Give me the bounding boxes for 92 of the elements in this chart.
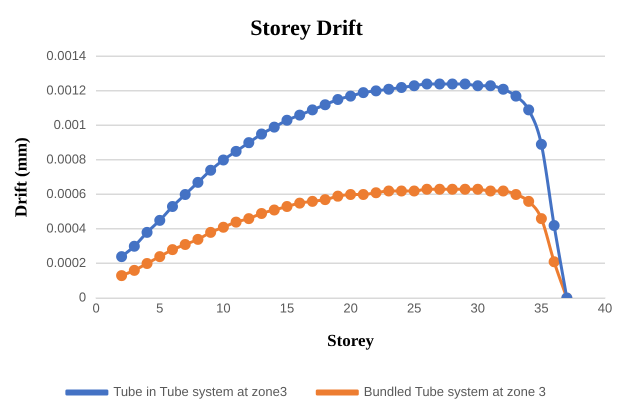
point bbox=[370, 85, 382, 96]
point bbox=[421, 184, 432, 195]
point bbox=[421, 78, 432, 90]
point bbox=[294, 198, 306, 209]
point bbox=[510, 90, 522, 102]
point bbox=[256, 208, 268, 219]
point bbox=[166, 244, 178, 256]
point bbox=[256, 128, 268, 140]
chart-title: Storey Drift bbox=[250, 14, 364, 40]
point bbox=[396, 186, 407, 197]
point bbox=[383, 84, 394, 95]
x-tick-label: 10 bbox=[216, 300, 231, 316]
point bbox=[332, 94, 344, 106]
x-axis-title: Storey bbox=[327, 331, 375, 350]
point bbox=[192, 176, 204, 188]
x-tick-label: 30 bbox=[470, 300, 486, 316]
x-tick-label: 15 bbox=[280, 300, 294, 316]
point bbox=[166, 201, 178, 212]
point bbox=[332, 190, 344, 202]
point bbox=[370, 187, 382, 198]
point bbox=[320, 194, 331, 206]
point bbox=[523, 104, 534, 116]
point bbox=[536, 213, 547, 224]
point bbox=[180, 239, 191, 250]
point bbox=[128, 264, 140, 276]
point bbox=[281, 201, 292, 212]
point bbox=[408, 186, 420, 197]
point bbox=[498, 84, 509, 95]
point bbox=[408, 80, 420, 92]
y-tick-label: 0 bbox=[78, 290, 86, 305]
point bbox=[446, 78, 458, 90]
legend-label: Bundled Tube system at zone 3 bbox=[364, 384, 546, 400]
point bbox=[230, 146, 242, 157]
x-tick-label: 25 bbox=[406, 300, 422, 316]
point bbox=[116, 251, 128, 262]
point bbox=[281, 114, 292, 126]
y-tick-label: 0.0006 bbox=[46, 186, 86, 202]
point bbox=[472, 80, 484, 92]
point bbox=[230, 216, 242, 228]
point bbox=[434, 184, 446, 195]
point bbox=[434, 78, 446, 90]
point bbox=[345, 90, 356, 102]
point bbox=[154, 214, 166, 226]
y-tick-label: 0.0008 bbox=[46, 152, 86, 167]
point bbox=[358, 87, 369, 98]
point bbox=[548, 220, 560, 232]
y-tick-label: 0.0004 bbox=[46, 220, 86, 236]
point bbox=[218, 222, 229, 233]
point bbox=[510, 188, 522, 200]
point bbox=[268, 204, 280, 216]
x-tick-label: 5 bbox=[156, 300, 164, 316]
point bbox=[306, 196, 318, 207]
point bbox=[498, 186, 509, 197]
x-tick-label: 20 bbox=[343, 300, 358, 316]
point bbox=[243, 213, 254, 224]
point bbox=[460, 78, 471, 90]
point bbox=[306, 104, 318, 116]
x-tick-label: 35 bbox=[534, 300, 549, 316]
point bbox=[268, 122, 280, 133]
point bbox=[218, 154, 229, 166]
x-tick-label: 40 bbox=[598, 300, 612, 316]
point bbox=[472, 184, 484, 195]
point bbox=[180, 188, 191, 200]
point bbox=[446, 184, 458, 195]
point bbox=[116, 270, 128, 282]
y-tick-label: 0.001 bbox=[54, 117, 86, 132]
point bbox=[294, 110, 306, 121]
y-axis-title: Drift (mm) bbox=[12, 137, 31, 218]
y-tick-label: 0.0014 bbox=[46, 48, 86, 63]
point bbox=[142, 226, 153, 238]
point bbox=[536, 138, 547, 150]
legend-label: Tube in Tube system at zone3 bbox=[113, 384, 288, 400]
point bbox=[358, 188, 369, 200]
point bbox=[523, 196, 534, 207]
point bbox=[142, 258, 153, 269]
point bbox=[383, 186, 394, 197]
point bbox=[548, 256, 560, 268]
point bbox=[460, 184, 471, 195]
point bbox=[320, 99, 331, 110]
point bbox=[192, 234, 204, 245]
y-tick-label: 0.0012 bbox=[46, 82, 86, 98]
x-tick-label: 0 bbox=[92, 300, 100, 316]
point bbox=[243, 137, 254, 148]
y-tick-label: 0.0002 bbox=[46, 255, 86, 270]
point bbox=[485, 186, 496, 197]
point bbox=[205, 226, 216, 238]
point bbox=[345, 188, 356, 200]
point bbox=[485, 80, 496, 92]
point bbox=[154, 251, 166, 262]
point bbox=[396, 82, 407, 93]
point bbox=[128, 240, 140, 252]
point bbox=[205, 164, 216, 176]
